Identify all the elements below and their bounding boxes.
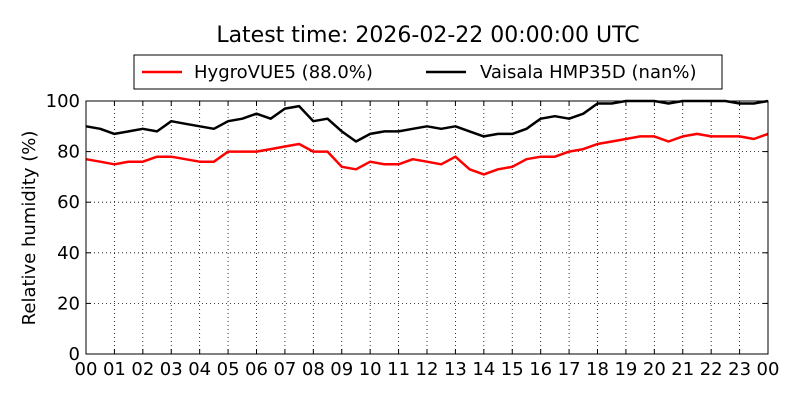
y-axis-label: Relative humidity (%) [19,131,40,326]
x-tick-label: 13 [444,359,467,380]
y-tick-label: 80 [57,142,80,163]
x-tick-label: 18 [586,359,609,380]
x-tick-label: 23 [728,359,751,380]
y-tick-label: 60 [57,192,80,213]
legend-label-hygrovue: HygroVUE5 (88.0%) [194,62,373,83]
grid-layer [86,101,768,354]
x-tick-label: 21 [671,359,694,380]
x-tick-label: 04 [188,359,211,380]
x-tick-label: 22 [700,359,723,380]
x-tick-label: 10 [359,359,382,380]
series-line-hygrovue5 [85,132,769,176]
y-tick-label: 0 [69,344,80,365]
x-tick-label: 05 [217,359,240,380]
legend: HygroVUE5 (88.0%) Vaisala HMP35D (nan%) [133,54,723,90]
plot-frame [85,100,769,355]
x-tick-label: 12 [416,359,439,380]
x-tick-label: 01 [103,359,126,380]
x-tick-label: 09 [330,359,353,380]
x-tick-label: 00 [757,359,780,380]
x-tick-label: 19 [614,359,637,380]
chart-title: Latest time: 2026-02-22 00:00:00 UTC [216,23,639,48]
legend-label-vaisala: Vaisala HMP35D (nan%) [480,62,697,83]
y-tick-label: 40 [57,243,80,264]
x-tick-label: 06 [245,359,268,380]
x-tick-label: 02 [131,359,154,380]
x-tick-label: 14 [472,359,495,380]
x-tick-label: 03 [160,359,183,380]
x-tick-label: 15 [501,359,524,380]
y-tick-label: 20 [57,293,80,314]
x-tick-label: 16 [529,359,552,380]
x-tick-label: 20 [643,359,666,380]
x-tick-label: 11 [387,359,410,380]
x-tick-label: 17 [558,359,581,380]
x-tick-label: 00 [75,359,98,380]
y-tick-label: 100 [46,91,80,112]
x-tick-label: 07 [273,359,296,380]
x-tick-label: 08 [302,359,325,380]
